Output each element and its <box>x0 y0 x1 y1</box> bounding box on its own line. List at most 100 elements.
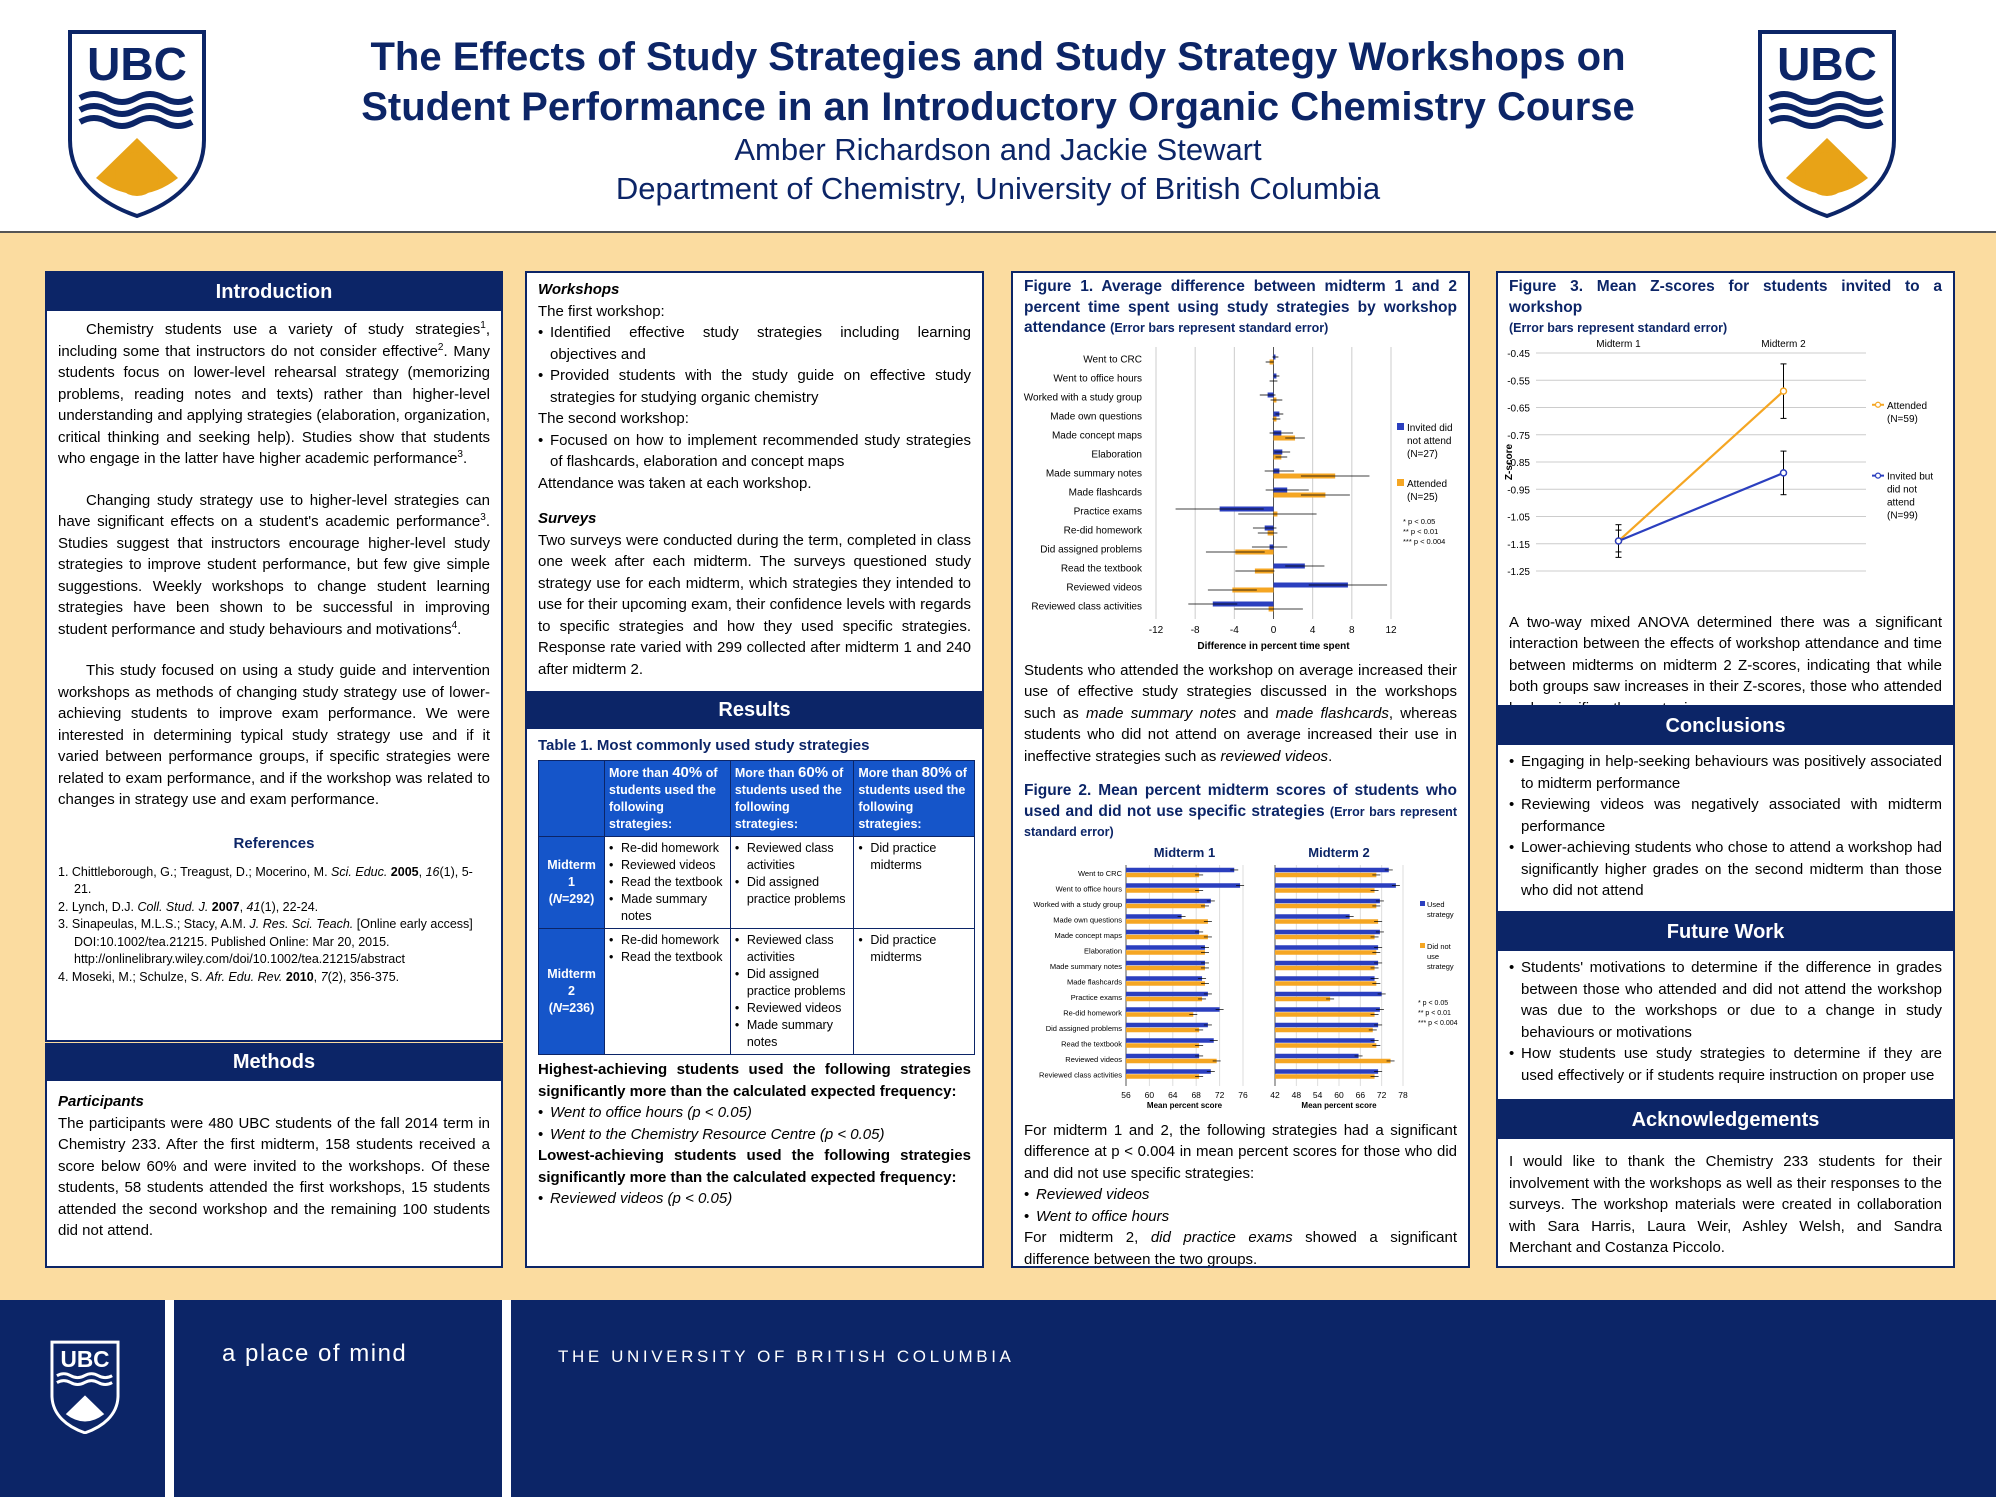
bar <box>1126 1042 1200 1048</box>
conclusions-list: Engaging in help-seeking behaviours was … <box>1498 751 1953 902</box>
x-tick-label: 0 <box>1271 625 1277 636</box>
legend-label: use <box>1427 952 1439 961</box>
bar <box>1275 965 1375 970</box>
highest-bullet: Went to office hours (p < 0.05) <box>538 1102 971 1124</box>
table-cell: Did practice midterms <box>853 836 975 929</box>
legend-label: Invited did <box>1407 423 1453 434</box>
svg-text:UBC: UBC <box>60 1346 109 1372</box>
figure-2-bullet: Went to office hours <box>1024 1206 1457 1228</box>
surveys-subheading: Surveys <box>538 510 597 527</box>
data-point <box>1614 536 1623 545</box>
panel-title: Midterm 2 <box>1308 845 1369 860</box>
table-header-40: More than 40% of students used the follo… <box>604 760 731 837</box>
y-tick-label: -0.65 <box>1507 403 1530 414</box>
x-tick-label: -12 <box>1149 625 1164 636</box>
legend-label: (N=27) <box>1407 449 1438 460</box>
legend-label: (N=59) <box>1887 413 1918 424</box>
svg-text:UBC: UBC <box>1777 38 1877 90</box>
bar <box>1275 1006 1380 1012</box>
bar <box>1275 975 1375 981</box>
significance-note: * p < 0.05 <box>1418 1000 1448 1007</box>
x-category-label: Midterm 2 <box>1761 339 1806 350</box>
bar <box>1275 929 1380 934</box>
legend-label: (N=25) <box>1407 492 1438 503</box>
x-axis-label: Mean percent score <box>1301 1101 1377 1110</box>
bar <box>1275 980 1377 986</box>
category-label: Reviewed class activities <box>1031 601 1142 612</box>
results-summary: Highest-achieving students used the foll… <box>527 1059 982 1210</box>
reference-item: 2. Lynch, D.J. Coll. Stud. J. 2007, 41(1… <box>58 899 319 914</box>
x-tick-label: 12 <box>1385 625 1397 636</box>
references-heading: References <box>233 834 315 852</box>
future-work-panel: Future Work Students' motivations to det… <box>1496 913 1955 1101</box>
bar <box>1275 1068 1379 1074</box>
figure-1-text: Students who attended the workshop on av… <box>1024 661 1457 765</box>
introduction-panel: Introduction Chemistry students use a va… <box>45 271 503 1042</box>
bar <box>1275 1042 1377 1048</box>
legend-label: not attend <box>1407 436 1451 447</box>
bar <box>1275 934 1375 939</box>
legend-label: strategy <box>1427 910 1454 919</box>
category-label: Elaboration <box>1084 946 1122 955</box>
bar <box>1275 903 1377 908</box>
bar <box>1275 887 1375 893</box>
x-tick-label: 4 <box>1310 625 1316 636</box>
bar <box>1275 996 1331 1001</box>
reference-item: 1. Chittleborough, G.; Treagust, D.; Moc… <box>58 864 473 897</box>
category-label: Worked with a study group <box>1033 899 1122 908</box>
svg-text:UBC: UBC <box>87 38 187 90</box>
footer-divider <box>502 1300 511 1497</box>
x-tick-label: 76 <box>1238 1090 1248 1100</box>
bar <box>1275 918 1379 924</box>
future-work-heading: Future Work <box>1498 913 1953 951</box>
significance-note: *** p < 0.004 <box>1418 1020 1458 1027</box>
bar <box>1126 1006 1220 1012</box>
bar <box>1275 882 1396 888</box>
x-category-label: Midterm 1 <box>1596 339 1641 350</box>
category-label: Worked with a study group <box>1024 392 1143 403</box>
table-corner <box>538 760 605 837</box>
category-label: Re-did homework <box>1064 525 1143 536</box>
series-line <box>1617 389 1785 542</box>
category-label: Made own questions <box>1053 915 1122 924</box>
data-point <box>1779 468 1788 477</box>
bar <box>1273 435 1296 440</box>
participants-text: The participants were 480 UBC students o… <box>58 1114 490 1240</box>
x-tick-label: 64 <box>1168 1090 1178 1100</box>
x-tick-label: 78 <box>1398 1090 1408 1100</box>
ubc-crest-logo: UBC <box>68 30 206 218</box>
x-axis-label: Difference in percent time spent <box>1197 641 1350 652</box>
lowest-bullet: Reviewed videos (p < 0.05) <box>538 1188 971 1210</box>
x-tick-label: 48 <box>1292 1090 1302 1100</box>
series-line <box>1618 471 1784 542</box>
bar <box>1275 991 1382 996</box>
legend-label: (N=99) <box>1887 510 1918 521</box>
legend-marker <box>1874 472 1882 479</box>
bar <box>1275 1053 1359 1058</box>
bar <box>1126 887 1200 893</box>
bar <box>1126 929 1200 934</box>
bar <box>1126 949 1205 955</box>
bar <box>1126 975 1203 981</box>
x-tick-label: 56 <box>1121 1090 1131 1100</box>
workshop-bullet: Identified effective study strategies in… <box>538 322 971 365</box>
title-line-1: The Effects of Study Strategies and Stud… <box>370 35 1626 79</box>
bar <box>1275 898 1380 903</box>
category-label: Read the textbook <box>1061 1039 1122 1048</box>
bar <box>1126 1011 1194 1017</box>
legend-label: Attended <box>1407 479 1447 490</box>
bar <box>1275 960 1379 965</box>
bar <box>1212 601 1274 606</box>
significance-note: ** p < 0.01 <box>1418 1010 1451 1017</box>
highest-achieving-text: Highest-achieving students used the foll… <box>538 1061 971 1100</box>
legend-marker <box>1874 401 1882 408</box>
bar <box>1126 996 1203 1001</box>
bar <box>1275 949 1377 955</box>
legend-label: Did not <box>1427 942 1452 951</box>
bar <box>1126 867 1235 872</box>
bar <box>1126 965 1205 970</box>
bar <box>1126 903 1205 908</box>
table-cell: Re-did homeworkRead the textbook <box>604 928 731 1055</box>
bar <box>1126 872 1200 877</box>
category-label: Elaboration <box>1091 449 1142 460</box>
